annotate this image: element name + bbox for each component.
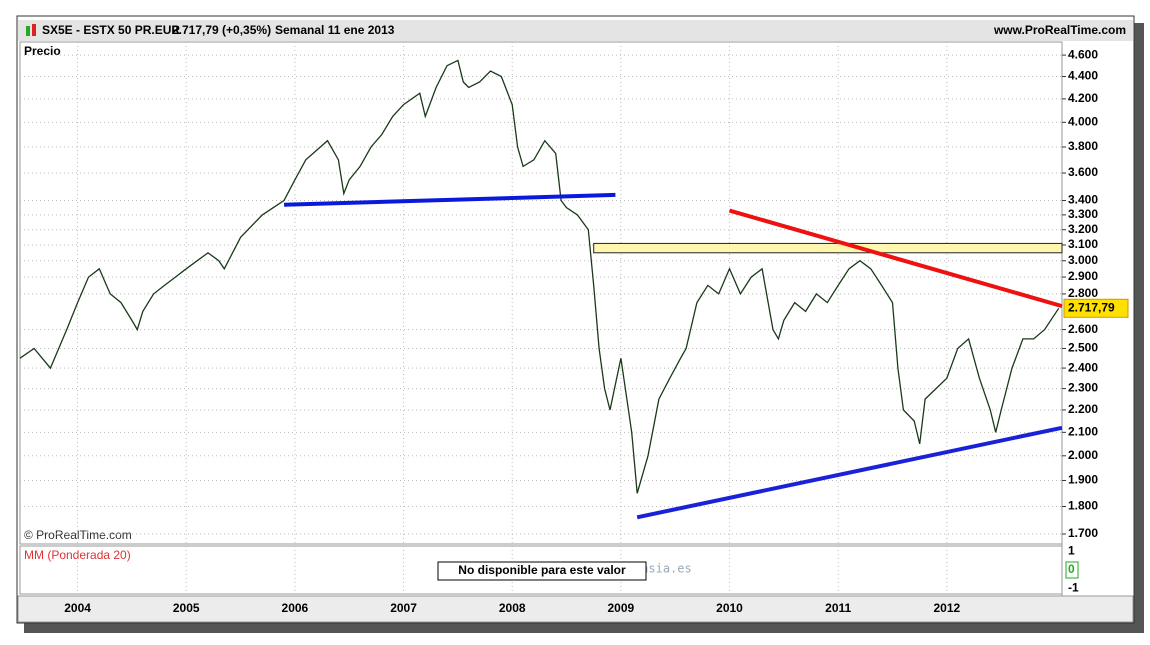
- x-tick-label: 2004: [64, 601, 91, 615]
- period: Semanal 11 ene 2013: [275, 23, 395, 37]
- y-tick-label: 3.600: [1068, 165, 1098, 179]
- y-tick-label: 2.500: [1068, 341, 1098, 355]
- y-tick-label: 4.200: [1068, 91, 1098, 105]
- trend-line: [636, 425, 1063, 520]
- x-tick-label: 2010: [716, 601, 743, 615]
- price-line: [19, 59, 1060, 494]
- y-tick-label: 1.900: [1068, 473, 1098, 487]
- y-tick-label: 3.800: [1068, 139, 1098, 153]
- y-tick-label: 4.600: [1068, 47, 1098, 61]
- y-tick-label: 3.100: [1068, 237, 1098, 251]
- y-tick-label: 2.000: [1068, 448, 1098, 462]
- symbol: SX5E - ESTX 50 PR.EUR: [42, 23, 180, 37]
- price-title: Precio: [24, 44, 61, 58]
- x-tick-label: 2011: [825, 601, 851, 615]
- y-tick-label: 2.300: [1068, 381, 1098, 395]
- zone: [593, 242, 1063, 254]
- copyright: © ProRealTime.com: [24, 528, 132, 542]
- last-value-label: 2.717,79: [1068, 300, 1115, 314]
- y-tick-label: 2.400: [1068, 360, 1098, 374]
- y-tick-label: 2.800: [1068, 286, 1098, 300]
- y-tick-label: 3.300: [1068, 207, 1098, 221]
- message-box: [437, 561, 647, 581]
- icon: [32, 24, 36, 36]
- quote: 2.717,79 (+0,35%): [172, 23, 271, 37]
- x-axis-bar: [17, 595, 1134, 623]
- y-tick-label: 3.200: [1068, 222, 1098, 236]
- x-tick-label: 2005: [173, 601, 200, 615]
- y-tick-label: 1.700: [1068, 526, 1098, 540]
- indicator-tick-label: 0: [1068, 562, 1075, 576]
- y-tick-label: 4.400: [1068, 69, 1098, 83]
- y-tick-label: 3.400: [1068, 193, 1098, 207]
- x-tick-label: 2006: [282, 601, 309, 615]
- y-tick-label: 2.100: [1068, 425, 1098, 439]
- indicator-tick-label: 1: [1068, 544, 1075, 558]
- trend-line: [728, 208, 1063, 309]
- y-tick-label: 1.800: [1068, 499, 1098, 513]
- marks: 1.700 1.800 1.900 2.000 2.100 2.200 2.300 2.400…: [19, 42, 1129, 615]
- plot-area: [19, 41, 1063, 545]
- x-tick-label: 2008: [499, 601, 526, 615]
- message: No disponible para este valor: [458, 563, 626, 577]
- y-tick-label: 3.000: [1068, 253, 1098, 267]
- header-bar: [18, 20, 1133, 41]
- zero-box: [1065, 561, 1079, 579]
- y-tick-label: 2.200: [1068, 402, 1098, 416]
- x-tick-label: 2009: [608, 601, 635, 615]
- site: www.ProRealTime.com: [993, 23, 1126, 37]
- last-value-box: [1063, 298, 1129, 318]
- y-tick-label: 4.000: [1068, 115, 1098, 129]
- indicator-tick-label: -1: [1068, 581, 1079, 595]
- x-tick-label: 2012: [933, 601, 960, 615]
- y-tick-label: 2.900: [1068, 269, 1098, 283]
- y-tick-label: 2.600: [1068, 322, 1098, 336]
- indicator-title: MM (Ponderada 20): [24, 548, 131, 562]
- icon: [26, 26, 30, 36]
- trend-line: [283, 192, 616, 207]
- x-tick-label: 2007: [390, 601, 417, 615]
